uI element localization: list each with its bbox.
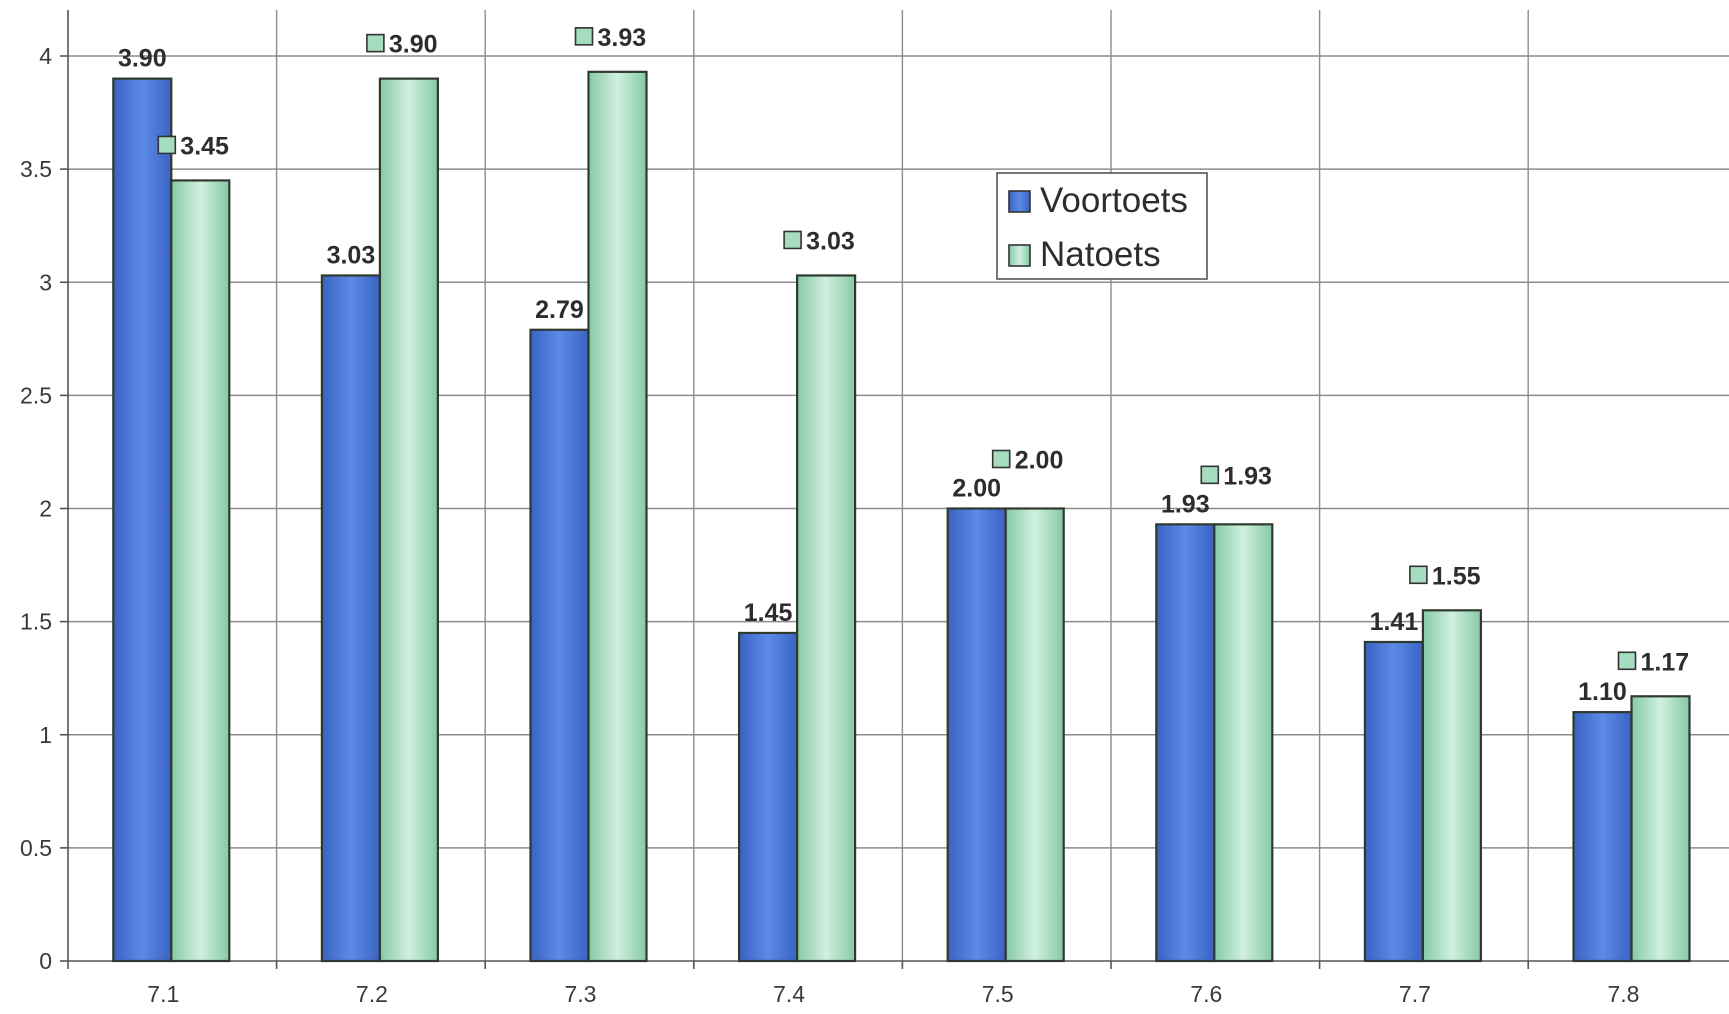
bar-natoets (170, 179, 231, 963)
bar-natoets (378, 77, 439, 963)
legend-swatch-natoets (1008, 244, 1031, 267)
bar-voortoets (946, 507, 1007, 963)
data-label-natoets: 3.45 (180, 132, 229, 160)
y-tick-label: 1.5 (20, 609, 52, 635)
x-tick-label: 7.1 (147, 981, 179, 1007)
bar-natoets (1630, 695, 1691, 963)
data-label-marker (1200, 465, 1220, 485)
y-tick-label: 2.5 (20, 382, 52, 408)
data-label-natoets: 1.55 (1432, 562, 1481, 590)
y-tick-label: 1 (39, 722, 52, 748)
bar-voortoets (529, 328, 590, 963)
y-tick-label: 0.5 (20, 835, 52, 861)
bar-natoets (795, 274, 857, 963)
data-label-natoets: 1.93 (1223, 462, 1272, 490)
x-tick-label: 7.7 (1399, 981, 1431, 1007)
y-tick-label: 4 (39, 43, 52, 69)
data-label-marker (1409, 565, 1428, 585)
data-label-voortoets: 2.00 (952, 475, 1001, 503)
data-label-natoets: 1.17 (1641, 648, 1690, 676)
data-label-voortoets: 1.93 (1161, 490, 1210, 518)
data-label-marker (574, 27, 594, 46)
data-label-voortoets: 2.79 (535, 296, 584, 324)
x-tick-label: 7.2 (356, 981, 388, 1007)
data-label-marker (157, 135, 177, 155)
bar-voortoets (737, 631, 799, 963)
y-tick-label: 3 (39, 269, 52, 295)
y-tick-label: 0 (39, 948, 52, 974)
data-label-voortoets: 1.10 (1578, 678, 1627, 706)
legend-label-voortoets: Voortoets (1040, 181, 1188, 220)
data-label-natoets: 3.90 (389, 31, 438, 59)
x-tick-label: 7.3 (565, 981, 597, 1007)
bar-voortoets (1155, 523, 1216, 963)
x-tick-label: 7.8 (1608, 981, 1640, 1007)
data-label-natoets: 2.00 (1015, 447, 1064, 475)
data-label-marker (783, 230, 802, 250)
data-label-voortoets: 3.90 (118, 45, 167, 73)
y-tick-label: 2 (39, 496, 52, 522)
data-label-marker (1617, 651, 1637, 671)
axes: 0 0.5 1 1.5 2 2.5 3 3.5 4 7.1 7.2 7.3 7.4 7.5 7.6 7.7 7.… (20, 10, 1729, 1007)
data-label-voortoets: 1.41 (1370, 608, 1419, 636)
x-tick-label: 7.4 (773, 981, 805, 1007)
bar-natoets (1213, 523, 1274, 963)
bar-voortoets (320, 274, 381, 963)
legend-label-natoets: Natoets (1040, 235, 1161, 274)
data-label-voortoets: 3.03 (327, 241, 376, 269)
bars (112, 70, 1691, 963)
bar-voortoets (1363, 640, 1425, 963)
legend-swatch-voortoets (1008, 190, 1031, 213)
legend-box (996, 172, 1208, 280)
data-label-marker (991, 449, 1011, 469)
data-labels: 3.90 3.45 3.03 3.90 2.79 3.93 1.45 3.03 2.00 2.00… (118, 24, 1689, 706)
bar-voortoets (112, 77, 173, 963)
bar-natoets (587, 70, 648, 963)
bar-voortoets (1572, 711, 1633, 963)
x-tick-label: 7.5 (982, 981, 1014, 1007)
legend: Voortoets Natoets (996, 172, 1208, 280)
data-label-voortoets: 1.45 (744, 599, 793, 627)
data-label-marker (366, 33, 385, 53)
data-label-natoets: 3.93 (598, 24, 647, 52)
bar-natoets (1421, 609, 1483, 963)
x-tick-label: 7.6 (1190, 981, 1222, 1007)
bar-natoets (1004, 507, 1065, 963)
y-tick-label: 3.5 (20, 156, 52, 182)
data-label-natoets: 3.03 (806, 227, 855, 255)
